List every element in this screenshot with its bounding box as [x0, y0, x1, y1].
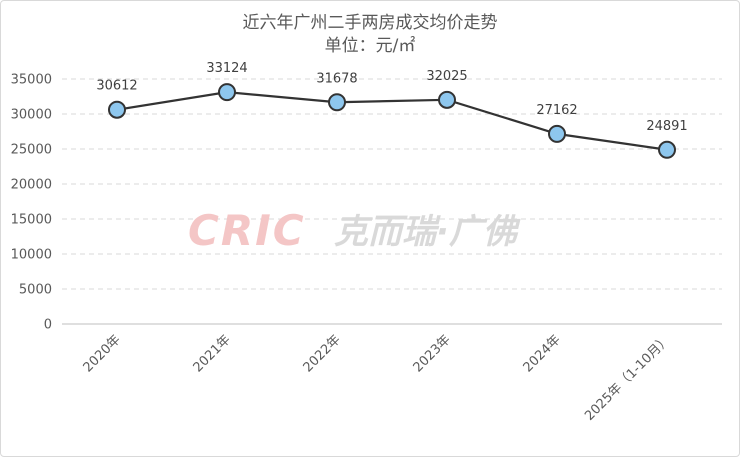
- gridlines: [62, 78, 722, 290]
- y-tick-label: 20000: [11, 178, 52, 193]
- x-tick-label: 2023年: [411, 332, 454, 375]
- x-tick-label: 2024年: [521, 332, 564, 375]
- watermark-brand: CRIC: [188, 206, 306, 255]
- series-markers: [108, 83, 676, 159]
- y-tick-label: 25000: [11, 143, 52, 158]
- series-line: [116, 91, 668, 151]
- data-labels: 30612 33124 31678 32025 27162 24891: [96, 61, 687, 134]
- x-tick-label: 2021年: [191, 332, 234, 375]
- y-tick-label: 10000: [11, 248, 52, 263]
- x-tick-label: 2020年: [81, 332, 124, 375]
- y-tick-label: 15000: [11, 213, 52, 228]
- y-tick-label: 35000: [11, 73, 52, 88]
- data-label: 30612: [96, 79, 137, 94]
- data-label: 24891: [646, 119, 687, 134]
- data-label: 31678: [316, 71, 357, 86]
- data-point: [218, 83, 236, 102]
- data-label: 27162: [536, 103, 577, 118]
- y-tick-label: 30000: [11, 108, 52, 123]
- watermark-text: 克而瑞·广佛: [334, 212, 521, 252]
- chart-title: 近六年广州二手两房成交均价走势: [242, 13, 498, 33]
- data-label: 33124: [206, 61, 247, 76]
- data-point: [658, 140, 676, 159]
- data-point: [438, 90, 456, 109]
- y-axis-ticks: 0 5000 10000 15000 20000 25000 30000 35000: [11, 73, 52, 333]
- data-label: 32025: [426, 69, 467, 84]
- data-point: [108, 100, 126, 119]
- x-axis-ticks: 2020年 2021年 2022年 2023年 2024年 2025年（1-10月）: [81, 332, 674, 424]
- y-tick-label: 5000: [19, 283, 52, 298]
- chart-subtitle: 单位：元/㎡: [324, 36, 416, 56]
- data-point: [328, 93, 346, 112]
- y-tick-label: 0: [44, 318, 52, 333]
- x-tick-label: 2022年: [301, 332, 344, 375]
- watermark: CRIC 克而瑞·广佛: [188, 206, 521, 255]
- x-tick-label: 2025年（1-10月）: [582, 332, 674, 424]
- data-point: [548, 124, 566, 143]
